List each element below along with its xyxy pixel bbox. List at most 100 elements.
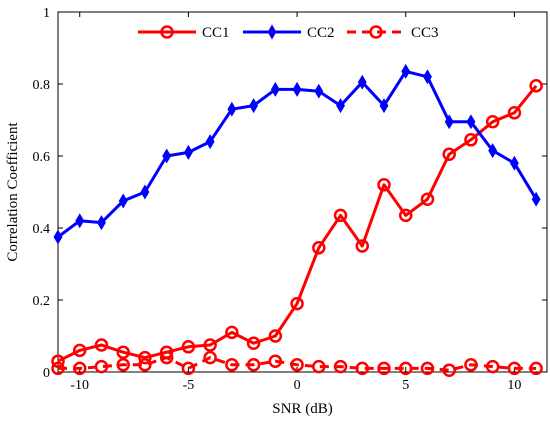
data-point-cc1	[225, 325, 239, 340]
data-point-cc3	[94, 359, 109, 374]
data-point-cc3	[159, 350, 174, 365]
data-point-cc3	[507, 361, 522, 376]
data-point-cc3	[420, 361, 435, 376]
data-point-cc3	[290, 358, 304, 372]
data-point-cc3	[225, 358, 239, 372]
y-tick-label: 0.8	[33, 78, 51, 93]
data-point-cc1	[312, 241, 326, 255]
axis-tick-labels: -10 -5 0 5 10 0 0.2 0.4 0.6 0.8 1	[33, 6, 522, 393]
data-point-cc2	[357, 74, 367, 90]
data-point-cc3	[529, 361, 543, 376]
x-axis-label: SNR (dB)	[272, 401, 332, 417]
data-point-cc2	[227, 101, 237, 117]
legend: CC1 CC2 CC3	[132, 17, 459, 47]
data-point-cc2	[97, 215, 106, 231]
data-point-cc2	[249, 98, 259, 114]
data-point-cc2	[53, 229, 63, 245]
y-tick-label: 0	[43, 366, 50, 381]
data-point-cc3	[442, 363, 456, 377]
data-point-cc3	[181, 361, 196, 376]
data-point-cc2	[75, 213, 85, 229]
y-tick-label: 0.6	[33, 150, 51, 165]
data-point-cc1	[290, 296, 304, 311]
x-tick-label: 0	[294, 378, 301, 393]
data-point-cc1	[507, 106, 522, 120]
legend-marker	[160, 25, 174, 39]
data-point-cc2	[444, 114, 454, 130]
x-tick-label: -5	[183, 378, 195, 393]
data-point-cc3	[333, 359, 348, 374]
data-point-cc2	[292, 81, 302, 97]
series-cc3	[51, 350, 543, 377]
data-point-cc2	[270, 81, 280, 97]
data-point-cc1	[72, 343, 87, 358]
data-point-cc1	[464, 133, 478, 147]
data-point-cc2	[509, 155, 519, 171]
x-tick-label: -10	[70, 378, 89, 393]
x-tick-label: 10	[507, 378, 521, 393]
data-point-cc3	[398, 361, 413, 376]
data-point-cc3	[312, 359, 326, 374]
data-point-cc1	[355, 239, 370, 253]
data-point-cc1	[268, 329, 283, 343]
legend-entry-cc3: CC3	[347, 25, 439, 41]
legend-marker	[267, 24, 277, 40]
data-point-cc1	[485, 115, 500, 129]
series-line-cc1	[57, 84, 538, 363]
data-point-cc3	[355, 361, 370, 376]
data-point-cc3	[464, 358, 478, 372]
data-point-cc3	[116, 358, 130, 372]
data-point-cc1	[94, 338, 109, 352]
data-point-cc3	[377, 361, 391, 376]
data-point-cc1	[246, 336, 261, 350]
data-point-cc3	[485, 359, 500, 374]
data-point-cc2	[401, 63, 411, 79]
data-point-cc3	[268, 354, 283, 368]
data-point-cc1	[333, 208, 348, 223]
data-point-cc3	[72, 361, 87, 376]
legend-marker	[369, 25, 383, 39]
data-point-cc1	[138, 350, 152, 365]
data-point-cc3	[138, 358, 152, 372]
data-point-cc3	[203, 350, 217, 365]
data-point-cc2	[118, 193, 128, 209]
data-point-cc2	[314, 83, 324, 99]
plot-box	[57, 11, 548, 373]
legend-entry-cc2: CC2	[243, 24, 335, 41]
data-point-cc2	[336, 98, 345, 114]
legend-label: CC1	[202, 25, 230, 41]
data-point-cc1	[51, 354, 65, 368]
y-tick-label: 0.2	[33, 294, 51, 309]
data-point-cc2	[488, 143, 498, 159]
series-line-cc3	[58, 356, 537, 372]
data-point-cc1	[377, 178, 391, 192]
axis-ticks	[58, 11, 547, 373]
data-point-cc1	[420, 192, 435, 206]
data-point-cc1	[529, 79, 543, 93]
series-layer	[51, 63, 543, 377]
data-point-cc1	[203, 338, 217, 352]
data-point-cc1	[442, 147, 456, 161]
data-point-cc2	[140, 184, 150, 200]
series-cc1	[51, 79, 543, 368]
data-point-cc2	[423, 69, 432, 85]
series-cc2	[53, 63, 541, 245]
data-point-cc2	[162, 148, 172, 164]
y-tick-label: 1	[43, 6, 50, 21]
plot-frame	[57, 11, 548, 373]
data-point-cc2	[379, 98, 389, 114]
data-point-cc1	[116, 345, 130, 359]
data-point-cc3	[246, 358, 261, 372]
data-point-cc2	[531, 191, 541, 207]
data-point-cc3	[51, 361, 65, 376]
legend-label: CC2	[307, 25, 335, 41]
y-axis-label: Correlation Coefficient	[5, 122, 21, 262]
x-tick-label: 5	[402, 378, 409, 393]
data-point-cc2	[466, 114, 476, 130]
legend-label: CC3	[411, 25, 439, 41]
data-point-cc1	[398, 208, 413, 223]
data-point-cc1	[181, 340, 196, 354]
y-tick-label: 0.4	[33, 222, 51, 237]
data-point-cc2	[205, 134, 215, 150]
